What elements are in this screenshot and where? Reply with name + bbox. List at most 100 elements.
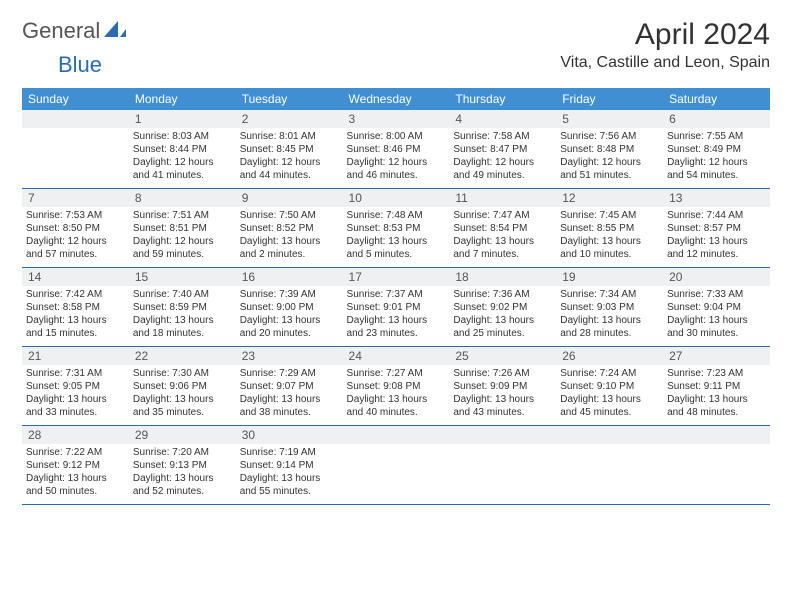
day-cell: Sunrise: 7:36 AMSunset: 9:02 PMDaylight:… bbox=[449, 286, 556, 347]
day-cell: Sunrise: 8:03 AMSunset: 8:44 PMDaylight:… bbox=[129, 128, 236, 189]
daylight-text: Daylight: 13 hours and 28 minutes. bbox=[560, 314, 659, 340]
location-subtitle: Vita, Castille and Leon, Spain bbox=[560, 54, 770, 72]
day-cell: Sunrise: 7:24 AMSunset: 9:10 PMDaylight:… bbox=[556, 365, 663, 426]
sunset-text: Sunset: 9:03 PM bbox=[560, 301, 659, 314]
day-cell: Sunrise: 7:22 AMSunset: 9:12 PMDaylight:… bbox=[22, 444, 129, 505]
daylight-text: Daylight: 13 hours and 33 minutes. bbox=[26, 393, 125, 419]
sunset-text: Sunset: 9:09 PM bbox=[453, 380, 552, 393]
daylight-text: Daylight: 13 hours and 48 minutes. bbox=[667, 393, 766, 419]
day-number: 22 bbox=[129, 347, 236, 366]
daylight-text: Daylight: 13 hours and 30 minutes. bbox=[667, 314, 766, 340]
day-number: 10 bbox=[343, 189, 450, 208]
day-cell: Sunrise: 7:39 AMSunset: 9:00 PMDaylight:… bbox=[236, 286, 343, 347]
daylight-text: Daylight: 13 hours and 43 minutes. bbox=[453, 393, 552, 419]
sunset-text: Sunset: 9:05 PM bbox=[26, 380, 125, 393]
week-row: Sunrise: 7:22 AMSunset: 9:12 PMDaylight:… bbox=[22, 444, 770, 505]
sunset-text: Sunset: 8:49 PM bbox=[667, 143, 766, 156]
daylight-text: Daylight: 13 hours and 52 minutes. bbox=[133, 472, 232, 498]
day-number: 26 bbox=[556, 347, 663, 366]
sunrise-text: Sunrise: 8:00 AM bbox=[347, 130, 446, 143]
day-cell: Sunrise: 7:27 AMSunset: 9:08 PMDaylight:… bbox=[343, 365, 450, 426]
dow-thu: Thursday bbox=[449, 88, 556, 110]
sunrise-text: Sunrise: 7:26 AM bbox=[453, 367, 552, 380]
sunrise-text: Sunrise: 7:47 AM bbox=[453, 209, 552, 222]
day-cell: Sunrise: 8:00 AMSunset: 8:46 PMDaylight:… bbox=[343, 128, 450, 189]
daylight-text: Daylight: 13 hours and 38 minutes. bbox=[240, 393, 339, 419]
sunset-text: Sunset: 8:52 PM bbox=[240, 222, 339, 235]
dow-fri: Friday bbox=[556, 88, 663, 110]
daylight-text: Daylight: 13 hours and 5 minutes. bbox=[347, 235, 446, 261]
dow-header-row: Sunday Monday Tuesday Wednesday Thursday… bbox=[22, 88, 770, 110]
daylight-text: Daylight: 13 hours and 15 minutes. bbox=[26, 314, 125, 340]
day-number: 1 bbox=[129, 110, 236, 128]
week-row: Sunrise: 8:03 AMSunset: 8:44 PMDaylight:… bbox=[22, 128, 770, 189]
daylight-text: Daylight: 13 hours and 12 minutes. bbox=[667, 235, 766, 261]
daylight-text: Daylight: 13 hours and 55 minutes. bbox=[240, 472, 339, 498]
day-cell bbox=[556, 444, 663, 505]
day-number: 24 bbox=[343, 347, 450, 366]
day-number: 25 bbox=[449, 347, 556, 366]
daylight-text: Daylight: 12 hours and 41 minutes. bbox=[133, 156, 232, 182]
sunrise-text: Sunrise: 8:01 AM bbox=[240, 130, 339, 143]
sunset-text: Sunset: 8:50 PM bbox=[26, 222, 125, 235]
day-cell: Sunrise: 7:56 AMSunset: 8:48 PMDaylight:… bbox=[556, 128, 663, 189]
daynum-row: 78910111213 bbox=[22, 189, 770, 208]
day-cell: Sunrise: 7:33 AMSunset: 9:04 PMDaylight:… bbox=[663, 286, 770, 347]
sunset-text: Sunset: 8:59 PM bbox=[133, 301, 232, 314]
sunset-text: Sunset: 8:54 PM bbox=[453, 222, 552, 235]
sunset-text: Sunset: 9:13 PM bbox=[133, 459, 232, 472]
day-number: 15 bbox=[129, 268, 236, 287]
sunrise-text: Sunrise: 7:37 AM bbox=[347, 288, 446, 301]
day-number bbox=[663, 426, 770, 445]
sunrise-text: Sunrise: 7:40 AM bbox=[133, 288, 232, 301]
day-cell: Sunrise: 7:50 AMSunset: 8:52 PMDaylight:… bbox=[236, 207, 343, 268]
day-number: 19 bbox=[556, 268, 663, 287]
daylight-text: Daylight: 13 hours and 20 minutes. bbox=[240, 314, 339, 340]
day-number: 8 bbox=[129, 189, 236, 208]
day-cell: Sunrise: 7:37 AMSunset: 9:01 PMDaylight:… bbox=[343, 286, 450, 347]
day-number: 27 bbox=[663, 347, 770, 366]
sunrise-text: Sunrise: 7:53 AM bbox=[26, 209, 125, 222]
sunrise-text: Sunrise: 7:20 AM bbox=[133, 446, 232, 459]
dow-wed: Wednesday bbox=[343, 88, 450, 110]
sunset-text: Sunset: 9:04 PM bbox=[667, 301, 766, 314]
daylight-text: Daylight: 12 hours and 49 minutes. bbox=[453, 156, 552, 182]
daylight-text: Daylight: 13 hours and 18 minutes. bbox=[133, 314, 232, 340]
daynum-row: 282930 bbox=[22, 426, 770, 445]
dow-mon: Monday bbox=[129, 88, 236, 110]
week-row: Sunrise: 7:53 AMSunset: 8:50 PM Daylight:… bbox=[22, 207, 770, 268]
sunrise-text: Sunrise: 7:44 AM bbox=[667, 209, 766, 222]
sunset-text: Sunset: 8:47 PM bbox=[453, 143, 552, 156]
dow-tue: Tuesday bbox=[236, 88, 343, 110]
day-cell: Sunrise: 7:26 AMSunset: 9:09 PMDaylight:… bbox=[449, 365, 556, 426]
daylight-text: Daylight: 13 hours and 10 minutes. bbox=[560, 235, 659, 261]
sunrise-text: Sunrise: 7:30 AM bbox=[133, 367, 232, 380]
sunset-text: Sunset: 9:02 PM bbox=[453, 301, 552, 314]
daylight-text: Daylight: 13 hours and 23 minutes. bbox=[347, 314, 446, 340]
sunrise-text: Sunrise: 7:19 AM bbox=[240, 446, 339, 459]
daynum-row: 14151617181920 bbox=[22, 268, 770, 287]
sunrise-text: Sunrise: 7:23 AM bbox=[667, 367, 766, 380]
day-number: 7 bbox=[22, 189, 129, 208]
sunrise-text: Sunrise: 7:22 AM bbox=[26, 446, 125, 459]
day-number bbox=[449, 426, 556, 445]
sunrise-text: Sunrise: 7:50 AM bbox=[240, 209, 339, 222]
day-number: 28 bbox=[22, 426, 129, 445]
day-cell: Sunrise: 7:30 AMSunset: 9:06 PMDaylight:… bbox=[129, 365, 236, 426]
day-number: 21 bbox=[22, 347, 129, 366]
day-number: 9 bbox=[236, 189, 343, 208]
title-block: April 2024 Vita, Castille and Leon, Spai… bbox=[560, 18, 770, 72]
day-cell: Sunrise: 8:01 AMSunset: 8:45 PMDaylight:… bbox=[236, 128, 343, 189]
day-cell bbox=[663, 444, 770, 505]
daylight-text: Daylight: 13 hours and 40 minutes. bbox=[347, 393, 446, 419]
day-number: 12 bbox=[556, 189, 663, 208]
sunrise-text: Sunrise: 7:24 AM bbox=[560, 367, 659, 380]
day-number: 3 bbox=[343, 110, 450, 128]
day-number: 5 bbox=[556, 110, 663, 128]
day-number: 29 bbox=[129, 426, 236, 445]
month-title: April 2024 bbox=[560, 18, 770, 52]
sunrise-text: Sunrise: 7:29 AM bbox=[240, 367, 339, 380]
daylight-text: Daylight: 12 hours and 59 minutes. bbox=[133, 235, 232, 261]
sunrise-text: Sunrise: 7:45 AM bbox=[560, 209, 659, 222]
day-cell: Sunrise: 7:48 AMSunset: 8:53 PMDaylight:… bbox=[343, 207, 450, 268]
